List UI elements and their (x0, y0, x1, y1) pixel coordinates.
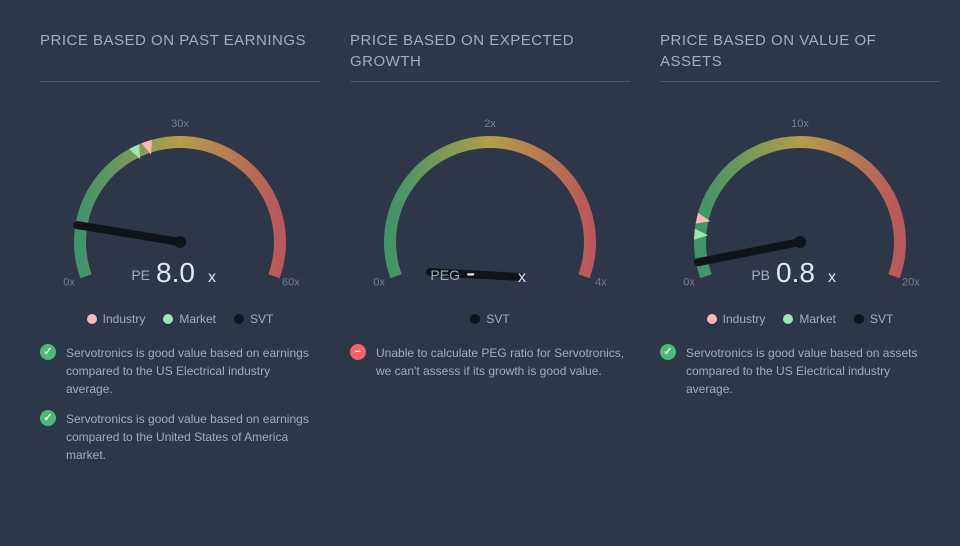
note-text: Servotronics is good value based on asse… (686, 344, 940, 398)
gauge-panel: PRICE BASED ON EXPECTED GROWTH 0x 2x 4x PEG-… (350, 30, 630, 516)
minus-icon: − (350, 344, 366, 360)
svg-text:0x: 0x (373, 276, 385, 288)
panel-title: PRICE BASED ON EXPECTED GROWTH (350, 30, 630, 82)
svg-text:8.0: 8.0 (156, 257, 195, 288)
svg-text:-: - (466, 257, 475, 288)
svg-text:x: x (828, 269, 836, 286)
gauge-wrap: 0x 2x 4x PEG- x (350, 92, 630, 332)
gauge-panel: PRICE BASED ON VALUE OF ASSETS 0x 10x 20x PB… (660, 30, 940, 516)
svg-text:PEG: PEG (430, 267, 460, 283)
note-text: Servotronics is good value based on earn… (66, 410, 320, 464)
check-icon: ✓ (660, 344, 676, 360)
analysis-note: ✓ Servotronics is good value based on ear… (40, 344, 320, 398)
svg-text:10x: 10x (791, 118, 809, 130)
svg-text:60x: 60x (282, 276, 300, 288)
svg-text:30x: 30x (171, 118, 189, 130)
panel-title: PRICE BASED ON PAST EARNINGS (40, 30, 320, 82)
gauge-wrap: 0x 30x 60x PE 8.0 x (40, 92, 320, 332)
note-text: Unable to calculate PEG ratio for Servot… (376, 344, 630, 380)
svg-text:0x: 0x (683, 276, 695, 288)
svg-text:x: x (208, 269, 216, 286)
svg-text:PB: PB (751, 267, 770, 283)
svg-text:4x: 4x (595, 276, 607, 288)
analysis-note: ✓ Servotronics is good value based on ass… (660, 344, 940, 398)
svg-text:0x: 0x (63, 276, 75, 288)
panel-title: PRICE BASED ON VALUE OF ASSETS (660, 30, 940, 82)
check-icon: ✓ (40, 344, 56, 360)
gauge-panel: PRICE BASED ON PAST EARNINGS 0x 30x 60x PE 8.… (40, 30, 320, 516)
check-icon: ✓ (40, 410, 56, 426)
analysis-note: −Unable to calculate PEG ratio for Servo… (350, 344, 630, 380)
svg-text:x: x (518, 269, 526, 286)
svg-text:PE: PE (131, 267, 150, 283)
svg-text:20x: 20x (902, 276, 920, 288)
gauge-svg: 0x 2x 4x PEG- x (350, 92, 630, 332)
gauge-svg: 0x 30x 60x PE 8.0 x (40, 92, 320, 332)
svg-text:2x: 2x (484, 118, 496, 130)
analysis-note: ✓ Servotronics is good value based on ear… (40, 410, 320, 464)
gauge-svg: 0x 10x 20x PB 0.8 x (660, 92, 940, 332)
gauge-wrap: 0x 10x 20x PB 0.8 x (660, 92, 940, 332)
svg-text:0.8: 0.8 (776, 257, 815, 288)
note-text: Servotronics is good value based on earn… (66, 344, 320, 398)
